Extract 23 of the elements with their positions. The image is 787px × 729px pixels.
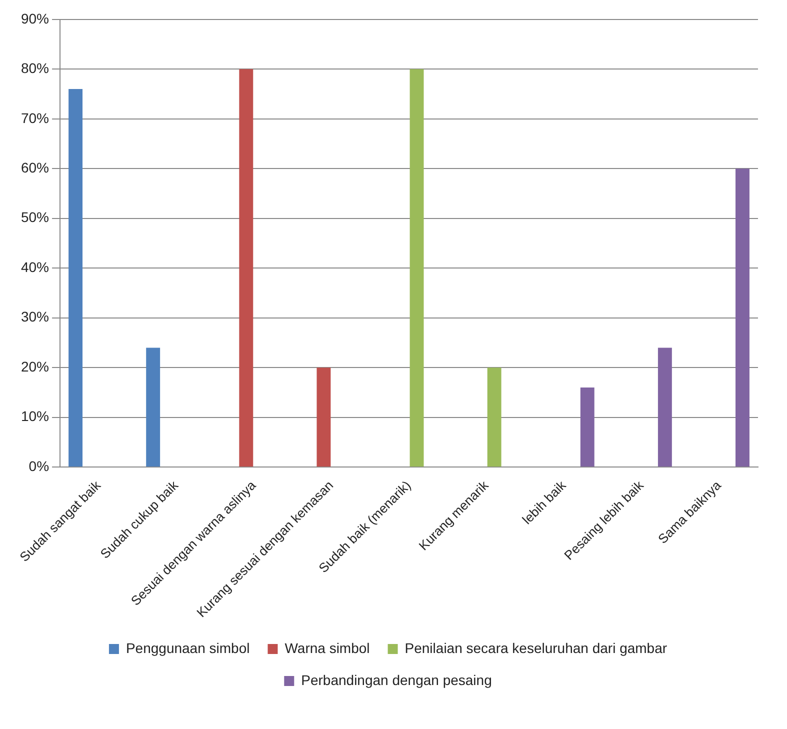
y-tick-label: 10%	[20, 408, 50, 424]
y-tick-label: 30%	[20, 308, 50, 325]
bar	[658, 348, 672, 467]
y-tick-label: 0%	[28, 458, 50, 474]
y-tick-label: 20%	[20, 358, 50, 374]
bar	[487, 368, 502, 467]
y-tick-label: 60%	[20, 160, 50, 176]
legend-label: Penggunaan simbol	[126, 640, 250, 656]
legend-label: Perbandingan dengan pesaing	[301, 672, 492, 688]
y-tick-label: 70%	[20, 110, 50, 126]
legend-label: Penilaian secara keseluruhan dari gambar	[404, 640, 668, 656]
y-tick-label: 50%	[20, 209, 50, 226]
bar	[410, 69, 424, 467]
bar	[146, 348, 160, 467]
bar	[239, 69, 254, 467]
bar	[736, 168, 750, 467]
bar	[68, 89, 83, 467]
bar	[316, 368, 331, 467]
y-tick-label: 90%	[20, 10, 50, 26]
y-tick-label: 80%	[20, 60, 50, 76]
y-tick-label: 40%	[20, 258, 50, 275]
legend-label: Warna simbol	[284, 640, 370, 656]
bar	[580, 388, 594, 467]
